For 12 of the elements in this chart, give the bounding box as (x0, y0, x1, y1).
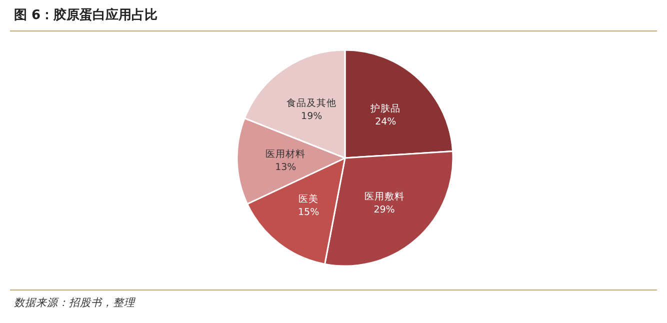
data-label: 13% (275, 162, 296, 173)
data-label: 19% (301, 110, 322, 122)
slice-label: 医美 (298, 192, 319, 205)
source-note: 数据来源：招股书，整理 (14, 297, 136, 309)
slice-label: 食品及其他 (286, 96, 337, 109)
data-label: 29% (374, 204, 395, 216)
slice-label: 医用敷料 (364, 190, 404, 203)
data-label: 15% (298, 206, 320, 218)
slice-label: 护肤品 (370, 102, 401, 115)
text: 图 6：胶原蛋白应用占比 (14, 7, 158, 23)
data-label: 24% (375, 116, 396, 128)
slice-label: 医用材料 (266, 148, 306, 160)
